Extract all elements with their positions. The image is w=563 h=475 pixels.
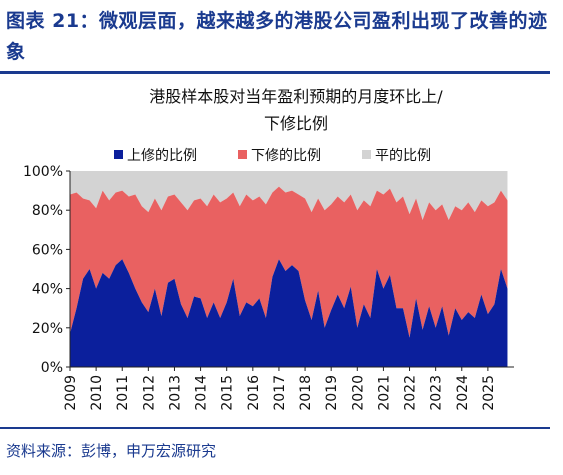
x-tick-label: 2011	[115, 375, 131, 411]
x-tick-label: 2019	[324, 375, 340, 411]
y-tick-label: 80%	[32, 203, 63, 219]
y-tick-label: 60%	[32, 242, 63, 258]
legend-swatch-up	[114, 150, 123, 159]
x-tick-label: 2016	[246, 375, 262, 411]
x-tick-label: 2018	[298, 375, 314, 411]
x-tick-label: 2014	[194, 375, 210, 411]
x-tick-label: 2009	[63, 375, 79, 411]
x-axis: 2009 2010 2011 2012 2013 2014 2015 2016 2017 2018…	[63, 366, 514, 411]
x-tick-label: 2010	[89, 375, 105, 411]
x-tick-label: 2021	[376, 375, 392, 411]
area-up	[70, 259, 508, 367]
legend-label-flat: 平的比例	[375, 148, 431, 164]
legend: 上修的比例 下修的比例 平的比例	[114, 148, 431, 164]
figure-title: 图表 21：微观层面，越来越多的港股公司盈利出现了改善的迹象	[6, 10, 548, 63]
y-axis: 0% 20% 40% 60% 80% 100%	[23, 164, 71, 376]
y-tick-label: 20%	[32, 321, 63, 337]
bottom-divider	[0, 427, 550, 429]
chart-svg: 港股样本股对当年盈利预期的月度环比上/ 下修比例 上修的比例 下修的比例 平的比…	[23, 87, 514, 411]
y-tick-label: 0%	[41, 360, 63, 376]
x-tick-label: 2022	[403, 375, 419, 411]
top-divider	[0, 71, 550, 74]
x-tick-label: 2024	[455, 375, 471, 411]
area-down	[70, 186, 508, 338]
legend-swatch-down	[238, 150, 247, 159]
chart-title-line2: 下修比例	[264, 114, 328, 133]
x-tick-label: 2023	[429, 375, 445, 411]
x-tick-label: 2020	[350, 375, 366, 411]
y-tick-label: 100%	[23, 164, 63, 180]
plot-area	[70, 171, 508, 367]
source-note: 资料来源：彭博，申万宏源研究	[6, 442, 217, 460]
legend-label-up: 上修的比例	[127, 148, 197, 164]
x-tick-label: 2017	[272, 375, 288, 411]
x-tick-label: 2015	[220, 375, 236, 411]
x-tick-label: 2012	[141, 375, 157, 411]
y-tick-label: 40%	[32, 282, 63, 298]
area-flat	[70, 171, 508, 220]
legend-swatch-flat	[362, 150, 371, 159]
legend-label-down: 下修的比例	[251, 148, 321, 164]
x-tick-label: 2013	[167, 375, 183, 411]
x-tick-label: 2025	[481, 375, 497, 411]
chart-title-line1: 港股样本股对当年盈利预期的月度环比上/	[149, 87, 443, 106]
